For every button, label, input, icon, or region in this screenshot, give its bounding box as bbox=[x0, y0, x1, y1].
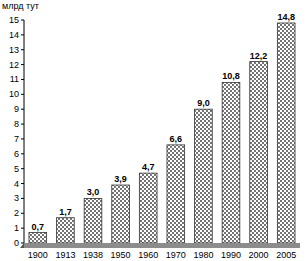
data-label: 3,9 bbox=[114, 174, 127, 184]
bar bbox=[112, 185, 130, 243]
y-tick bbox=[21, 198, 24, 199]
data-label: 1,7 bbox=[59, 207, 72, 217]
x-tick-label: 1913 bbox=[55, 250, 75, 260]
bar bbox=[250, 62, 268, 243]
x-tick-label: 1970 bbox=[166, 250, 186, 260]
y-tick bbox=[21, 49, 24, 50]
y-tick bbox=[21, 109, 24, 110]
chart-container: 0123456789101112131415млрд тут0,71,73,03… bbox=[0, 0, 306, 261]
y-tick-label: 1 bbox=[14, 223, 19, 233]
bar bbox=[57, 218, 75, 243]
bar bbox=[222, 82, 240, 243]
y-tick-label: 3 bbox=[14, 193, 19, 203]
data-label: 14,8 bbox=[277, 12, 295, 22]
y-tick bbox=[21, 228, 24, 229]
bar bbox=[195, 109, 213, 243]
y-tick bbox=[21, 124, 24, 125]
y-tick-label: 9 bbox=[14, 104, 19, 114]
y-tick-label: 7 bbox=[14, 134, 19, 144]
y-tick-label: 0 bbox=[14, 238, 19, 248]
y-tick bbox=[21, 138, 24, 139]
bar bbox=[167, 145, 185, 243]
y-tick bbox=[21, 34, 24, 35]
floor-edge bbox=[20, 243, 24, 248]
y-axis bbox=[24, 20, 25, 243]
y-axis-label: млрд тут bbox=[2, 1, 39, 11]
x-tick-label: 1960 bbox=[138, 250, 158, 260]
y-tick-label: 2 bbox=[14, 208, 19, 218]
x-tick-label: 2005 bbox=[276, 250, 296, 260]
y-tick bbox=[21, 183, 24, 184]
x-tick-label: 1938 bbox=[83, 250, 103, 260]
floor bbox=[24, 243, 300, 248]
y-tick bbox=[21, 243, 24, 244]
data-label: 3,0 bbox=[87, 187, 100, 197]
y-tick-label: 12 bbox=[9, 60, 19, 70]
y-tick-label: 11 bbox=[10, 74, 19, 84]
bar bbox=[29, 233, 47, 243]
data-label: 9,0 bbox=[197, 98, 210, 108]
y-tick-label: 8 bbox=[14, 119, 19, 129]
bars bbox=[29, 23, 295, 243]
x-tick-label: 2000 bbox=[249, 250, 269, 260]
y-tick-label: 6 bbox=[14, 149, 19, 159]
data-label: 4,7 bbox=[142, 162, 155, 172]
y-tick-label: 14 bbox=[9, 30, 19, 40]
y-tick bbox=[21, 79, 24, 80]
data-label: 0,7 bbox=[32, 222, 45, 232]
data-label: 6,6 bbox=[170, 134, 183, 144]
y-tick bbox=[21, 20, 24, 21]
y-tick bbox=[21, 168, 24, 169]
x-tick-label: 1980 bbox=[193, 250, 213, 260]
y-tick-label: 5 bbox=[14, 164, 19, 174]
y-tick-label: 15 bbox=[9, 15, 19, 25]
y-tick-label: 13 bbox=[9, 45, 19, 55]
bar bbox=[84, 198, 102, 243]
x-tick-label: 1950 bbox=[111, 250, 131, 260]
chart-svg: 0123456789101112131415млрд тут0,71,73,03… bbox=[0, 0, 306, 261]
data-label: 12,2 bbox=[250, 51, 268, 61]
y-tick-label: 4 bbox=[14, 179, 19, 189]
bar bbox=[139, 173, 157, 243]
y-tick bbox=[21, 64, 24, 65]
data-label: 10,8 bbox=[222, 71, 240, 81]
bar bbox=[277, 23, 295, 243]
x-tick-label: 1900 bbox=[28, 250, 48, 260]
y-tick-label: 10 bbox=[9, 89, 19, 99]
x-tick-label: 1990 bbox=[221, 250, 241, 260]
y-tick bbox=[21, 94, 24, 95]
y-tick bbox=[21, 153, 24, 154]
y-tick bbox=[21, 213, 24, 214]
